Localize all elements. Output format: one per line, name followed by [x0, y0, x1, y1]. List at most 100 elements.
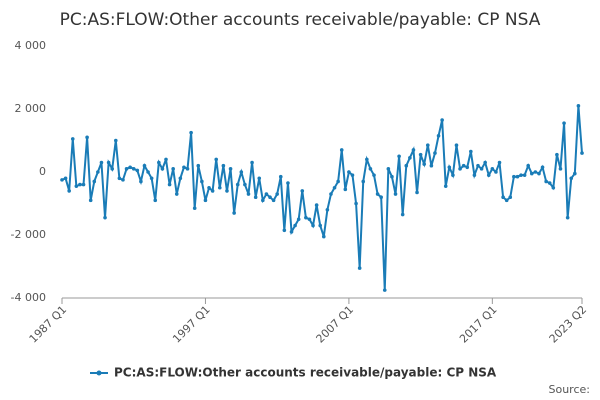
point: [325, 208, 330, 212]
point: [221, 163, 226, 168]
point: [429, 163, 434, 168]
point: [182, 165, 186, 170]
point: [139, 179, 143, 184]
point: [203, 198, 208, 203]
point: [243, 182, 247, 187]
point: [368, 167, 373, 171]
point: [81, 182, 86, 187]
point: [408, 156, 412, 160]
point: [217, 185, 222, 190]
point: [526, 163, 531, 168]
point: [329, 192, 333, 196]
point: [497, 160, 502, 165]
point: [447, 165, 452, 170]
y-tick-label: -4 000: [11, 291, 46, 304]
point: [440, 118, 444, 122]
point: [540, 165, 545, 170]
point: [393, 192, 398, 196]
x-tick-label: 2023 Q2: [547, 303, 590, 346]
point: [343, 187, 348, 192]
point: [461, 163, 466, 168]
point: [246, 192, 251, 196]
point: [501, 195, 505, 199]
point: [576, 104, 581, 108]
point: [121, 178, 125, 182]
point: [375, 192, 380, 196]
point: [321, 234, 326, 239]
point: [529, 171, 534, 176]
point: [472, 173, 477, 177]
point: [411, 148, 416, 152]
x-tick-label: 2007 Q1: [314, 303, 357, 346]
point: [508, 195, 513, 199]
point: [196, 163, 201, 168]
point: [314, 203, 319, 207]
point: [142, 163, 147, 168]
point: [339, 148, 344, 152]
point: [350, 173, 355, 177]
point: [207, 185, 211, 190]
point: [365, 157, 369, 162]
point: [214, 157, 219, 162]
point: [135, 168, 140, 173]
point: [157, 160, 161, 165]
point: [458, 167, 462, 171]
point: [390, 174, 394, 179]
point: [278, 174, 283, 179]
point: [379, 195, 383, 199]
point: [504, 198, 509, 203]
point: [415, 190, 419, 195]
point: [551, 185, 556, 190]
point: [113, 138, 118, 143]
point: [318, 223, 323, 228]
point: [562, 121, 566, 125]
point: [347, 170, 351, 174]
point: [418, 152, 423, 157]
point: [372, 173, 376, 177]
point: [433, 151, 437, 155]
point: [275, 192, 279, 196]
point: [479, 167, 484, 171]
point: [443, 184, 448, 188]
point: [185, 167, 190, 171]
point: [239, 170, 244, 174]
point: [250, 160, 254, 165]
point: [451, 173, 455, 177]
y-tick-label: 2 000: [15, 102, 47, 115]
y-tick-label: 0: [39, 165, 46, 178]
point: [225, 189, 229, 193]
point: [103, 215, 107, 220]
point: [96, 170, 100, 174]
point: [149, 176, 154, 181]
point: [261, 198, 265, 203]
point: [400, 212, 405, 217]
point: [110, 167, 115, 171]
point: [436, 133, 441, 138]
point: [382, 288, 387, 292]
point: [271, 198, 276, 203]
point: [286, 181, 290, 185]
y-tick-label: -2 000: [11, 228, 46, 241]
x-tick-label: 1987 Q1: [27, 303, 70, 346]
point: [232, 211, 236, 215]
point: [200, 179, 204, 184]
point: [228, 167, 233, 171]
point: [164, 157, 168, 162]
point: [483, 160, 487, 165]
point: [547, 181, 552, 185]
point: [580, 151, 584, 155]
point: [465, 165, 470, 170]
point: [264, 192, 269, 196]
point: [558, 167, 563, 171]
point: [153, 198, 158, 203]
point: [268, 195, 272, 199]
point: [519, 173, 523, 177]
point: [131, 167, 136, 171]
point: [486, 173, 491, 177]
point: [332, 185, 337, 190]
point: [99, 160, 104, 165]
point: [476, 163, 480, 168]
point: [171, 167, 175, 171]
point: [354, 201, 358, 206]
